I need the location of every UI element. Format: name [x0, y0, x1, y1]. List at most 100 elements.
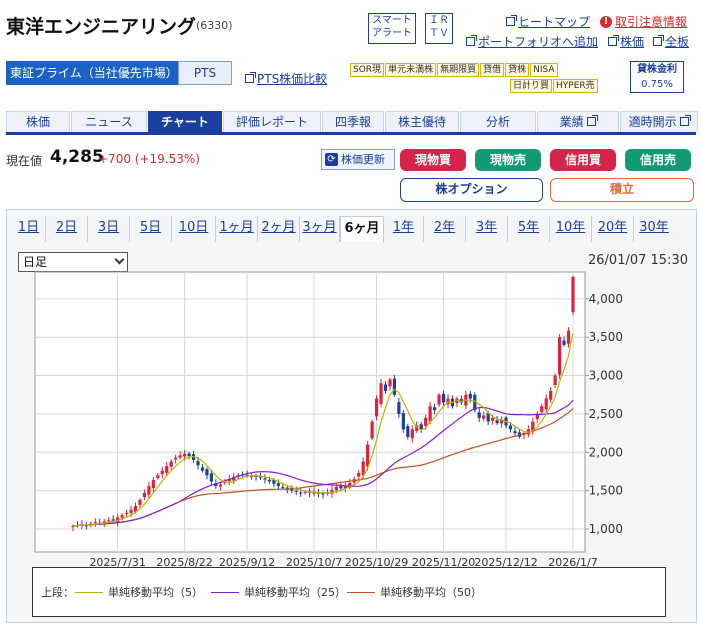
tag: SOR現: [350, 63, 385, 77]
period-30y[interactable]: 30年: [639, 220, 669, 235]
tab-rating-report[interactable]: 評価レポート: [223, 111, 321, 132]
candle-body: [392, 378, 397, 395]
candle-body: [424, 417, 428, 426]
x-tick-label: 2025/8/22: [156, 556, 212, 569]
candle-body: [410, 429, 414, 439]
period-1m[interactable]: 1ヶ月: [216, 216, 258, 242]
margin-sell-button[interactable]: 信用売: [625, 149, 691, 171]
period-3d[interactable]: 3日: [88, 216, 130, 242]
period-1y[interactable]: 1年: [384, 216, 424, 242]
refresh-button[interactable]: ⟳ 株価更新: [321, 149, 395, 170]
candle-body: [218, 484, 222, 487]
caution-link[interactable]: ! 取引注意情報: [600, 13, 687, 30]
period-10y[interactable]: 10年: [550, 216, 592, 242]
period-3y[interactable]: 3年: [466, 216, 508, 242]
candle-body: [299, 492, 303, 494]
margin-buy-button[interactable]: 信用買: [550, 149, 616, 171]
margin-rate-box[interactable]: 貸株金利 0.75%: [630, 61, 684, 93]
candle-body: [267, 479, 272, 482]
portfolio-icon: [466, 35, 477, 46]
candle-body: [93, 522, 97, 524]
accumulate-button[interactable]: 積立: [550, 178, 694, 202]
refresh-label: 株価更新: [341, 153, 385, 166]
margin-rate-label: 貸株金利: [637, 64, 677, 75]
candle-body: [339, 485, 343, 489]
candle-body: [374, 398, 379, 417]
x-tick-label: 2025/10/29: [345, 556, 408, 569]
candle-body: [147, 486, 151, 495]
candle-body: [406, 426, 410, 437]
candle-body: [205, 469, 209, 476]
candle-body: [531, 421, 535, 432]
stock-options-button[interactable]: 株オプション: [400, 178, 543, 202]
tab-disclosure[interactable]: 適時開示: [620, 111, 698, 132]
candle-body: [379, 383, 383, 404]
candle-body: [535, 413, 539, 420]
period-3m[interactable]: 3ヶ月: [300, 216, 340, 242]
period-6m[interactable]: 6ヶ月: [340, 216, 384, 242]
candle-body: [383, 384, 388, 391]
tab-earnings[interactable]: 業績: [537, 111, 619, 132]
portfolio-link[interactable]: ポートフォリオへ追加: [466, 33, 598, 50]
cash-buy-button[interactable]: 現物買: [400, 149, 466, 171]
candle-body: [473, 394, 477, 411]
period-20y[interactable]: 20年: [592, 216, 634, 242]
period-2m[interactable]: 2ヶ月: [258, 216, 300, 242]
candle-body: [200, 467, 205, 471]
board-icon: [653, 35, 664, 46]
portfolio-label: ポートフォリオへ追加: [478, 35, 599, 49]
candle-body: [553, 375, 557, 385]
candle-body: [281, 487, 285, 489]
candle-body: [156, 475, 160, 479]
y-tick-label: 1,000: [589, 522, 623, 536]
candle-body: [107, 519, 111, 521]
stock-code: (6330): [196, 19, 233, 32]
candle-body: [232, 476, 236, 481]
y-tick-label: 1,500: [589, 484, 623, 498]
pts-compare-link[interactable]: PTS株価比較: [245, 70, 327, 87]
tab-shikiho[interactable]: 四季報: [322, 111, 384, 132]
candle-body: [459, 399, 463, 403]
y-tick-label: 2,000: [589, 445, 623, 459]
candle-body: [486, 413, 490, 422]
candle-body: [303, 492, 307, 494]
legend-ma5: 単純移動平均（5）: [75, 584, 203, 600]
period-5d[interactable]: 5日: [130, 216, 172, 242]
legend-ma50: 単純移動平均（50）: [347, 584, 482, 600]
legend-ma50-swatch: [347, 591, 375, 593]
irtv-button[interactable]: ＩＲ ＴＶ: [425, 13, 453, 44]
market-tab-prime[interactable]: 東証プライム（当社優先市場）: [6, 61, 178, 85]
irtv-label-2: ＴＶ: [429, 28, 449, 39]
tab-shareholder-benefits[interactable]: 株主優待: [385, 111, 459, 132]
trade-tags: SOR現 単元未満株 無期限買 貸借 貸株 NISA 日計り買 HYPER売: [350, 63, 622, 95]
tab-news[interactable]: ニュース: [71, 111, 147, 132]
market-tab-pts[interactable]: PTS: [178, 61, 232, 85]
external-link-icon: [680, 115, 692, 126]
period-5y[interactable]: 5年: [508, 216, 550, 242]
candle-body: [187, 453, 191, 457]
price-link[interactable]: 株価: [608, 33, 644, 50]
candle-body: [183, 453, 187, 457]
heatmap-link[interactable]: ヒートマップ: [506, 13, 590, 30]
period-2y[interactable]: 2年: [424, 216, 466, 242]
candle-body: [102, 521, 106, 524]
tab-analysis[interactable]: 分析: [460, 111, 536, 132]
cash-sell-button[interactable]: 現物売: [475, 149, 541, 171]
period-10d[interactable]: 10日: [172, 216, 216, 242]
tag: 日計り買: [510, 79, 553, 93]
candle-body: [160, 470, 164, 475]
candle-body: [441, 393, 446, 403]
candle-body: [285, 487, 289, 490]
candle-body: [401, 413, 405, 430]
tab-chart[interactable]: チャート: [148, 111, 222, 132]
period-1d[interactable]: 1日: [12, 216, 46, 242]
x-tick-label: 2026/1/7: [548, 556, 597, 569]
smart-alert-button[interactable]: スマート アラート: [368, 13, 416, 44]
tab-price[interactable]: 株価: [6, 111, 70, 132]
legend-ma25-swatch: [211, 591, 239, 593]
warning-icon: !: [600, 15, 612, 28]
period-2d[interactable]: 2日: [46, 216, 88, 242]
candle-body: [343, 486, 347, 489]
board-link[interactable]: 全板: [653, 33, 689, 50]
candle-body: [84, 525, 88, 527]
